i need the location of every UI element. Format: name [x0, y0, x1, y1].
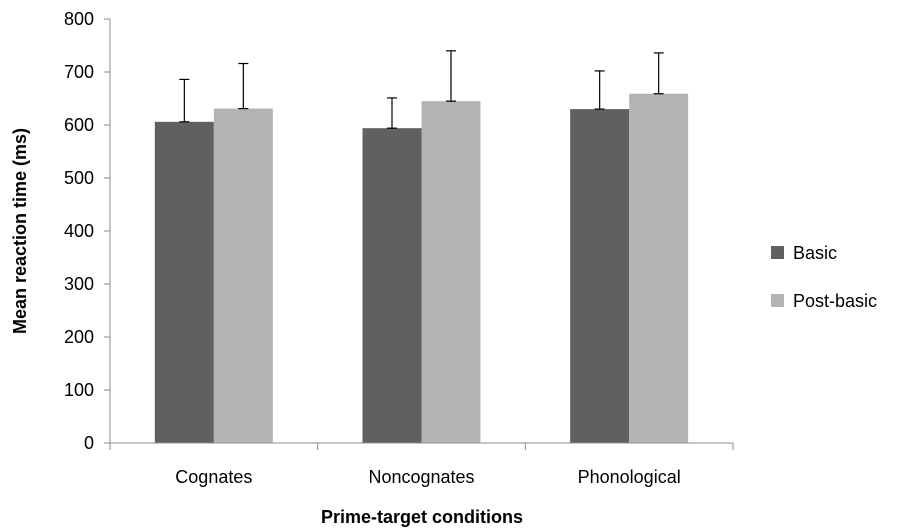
error-bars — [179, 50, 664, 129]
y-tick-label: 0 — [84, 433, 94, 453]
y-tick-label: 200 — [64, 327, 94, 347]
y-tick-label: 700 — [64, 62, 94, 82]
legend-label: Post-basic — [793, 291, 877, 311]
x-axis-ticks: Cognates Noncognates Phonological — [109, 443, 734, 487]
bar-basic-phonological — [570, 109, 630, 443]
x-tick-label: Cognates — [175, 467, 252, 487]
y-axis-title: Mean reaction time (ms) — [10, 128, 30, 334]
y-tick-label: 300 — [64, 274, 94, 294]
y-tick-label: 500 — [64, 168, 94, 188]
y-tick-label: 100 — [64, 380, 94, 400]
bar-basic-cognates — [154, 121, 214, 443]
legend-label: Basic — [793, 243, 837, 263]
y-tick-label: 600 — [64, 115, 94, 135]
bar-post-basic-noncognates — [421, 101, 481, 444]
bar-basic-noncognates — [362, 128, 422, 443]
y-tick-label: 400 — [64, 221, 94, 241]
x-tick-label: Phonological — [578, 467, 681, 487]
y-axis-ticks: 0 100 200 300 400 500 600 700 800 — [64, 9, 110, 453]
x-axis-title: Prime-target conditions — [321, 507, 523, 527]
bars — [154, 93, 689, 444]
legend-swatch — [771, 294, 784, 307]
bar-post-basic-cognates — [213, 108, 273, 443]
bar-post-basic-phonological — [629, 93, 689, 443]
y-tick-label: 800 — [64, 9, 94, 29]
legend: Basic Post-basic — [771, 243, 877, 311]
x-tick-label: Noncognates — [368, 467, 474, 487]
legend-swatch — [771, 246, 784, 259]
